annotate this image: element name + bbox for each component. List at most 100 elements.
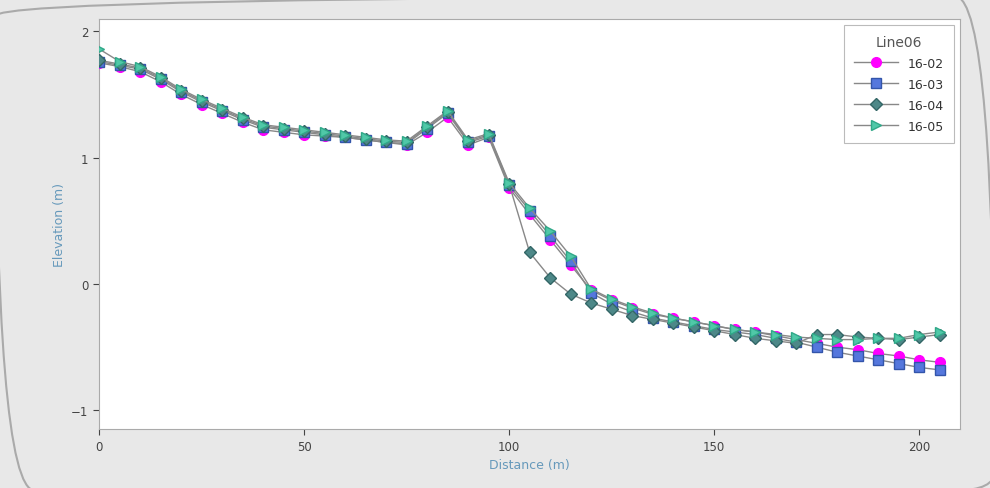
16-04 (851, 334, 863, 340)
Line: 16-02: 16-02 (94, 59, 944, 367)
16-04 (462, 139, 474, 145)
16-04 (790, 341, 802, 346)
Line: 16-04: 16-04 (95, 57, 943, 348)
16-03 (93, 60, 105, 65)
16-05 (688, 319, 700, 325)
16-03 (790, 340, 802, 346)
16-02 (237, 120, 248, 126)
16-04 (421, 125, 433, 131)
16-04 (93, 58, 105, 64)
16-03 (237, 118, 248, 123)
16-02 (93, 61, 105, 66)
16-05 (749, 329, 761, 335)
16-02 (421, 130, 433, 136)
16-05 (462, 138, 474, 143)
16-04 (442, 110, 453, 116)
16-05 (298, 127, 310, 133)
16-03 (564, 259, 576, 264)
Line: 16-05: 16-05 (94, 45, 944, 345)
16-03 (359, 138, 371, 143)
16-03 (154, 77, 166, 83)
16-02 (851, 347, 863, 353)
16-02 (319, 134, 331, 140)
16-05 (237, 115, 248, 121)
16-03 (319, 133, 331, 139)
16-05 (319, 130, 331, 136)
16-05 (442, 109, 453, 115)
16-04 (832, 332, 843, 338)
16-02 (442, 115, 453, 121)
X-axis label: Distance (m): Distance (m) (489, 458, 570, 471)
16-03 (646, 316, 658, 322)
16-02 (483, 135, 495, 141)
16-05 (359, 135, 371, 141)
16-04 (585, 301, 597, 306)
16-03 (914, 365, 926, 370)
16-05 (708, 323, 720, 329)
16-02 (627, 305, 639, 311)
16-05 (503, 181, 515, 186)
16-05 (544, 228, 556, 234)
16-03 (851, 353, 863, 359)
16-04 (544, 275, 556, 281)
16-02 (564, 263, 576, 268)
16-02 (688, 319, 700, 325)
16-02 (749, 329, 761, 335)
16-04 (564, 291, 576, 297)
16-05 (277, 125, 289, 131)
16-03 (503, 183, 515, 189)
16-04 (667, 321, 679, 326)
16-04 (196, 99, 208, 104)
16-03 (340, 135, 351, 141)
16-04 (708, 328, 720, 334)
16-03 (832, 349, 843, 355)
16-02 (585, 288, 597, 294)
16-02 (154, 80, 166, 85)
16-04 (216, 107, 228, 113)
16-04 (749, 336, 761, 342)
16-04 (340, 134, 351, 140)
16-04 (524, 250, 536, 256)
16-04 (319, 131, 331, 137)
16-03 (893, 361, 905, 367)
16-03 (442, 111, 453, 117)
16-04 (134, 66, 146, 72)
16-02 (216, 111, 228, 117)
Legend: 16-02, 16-03, 16-04, 16-05: 16-02, 16-03, 16-04, 16-05 (844, 26, 954, 144)
Line: 16-03: 16-03 (94, 58, 944, 375)
16-02 (790, 337, 802, 343)
16-02 (257, 127, 269, 133)
16-02 (893, 353, 905, 359)
16-05 (216, 106, 228, 112)
16-04 (298, 129, 310, 135)
16-03 (524, 208, 536, 214)
16-04 (483, 133, 495, 139)
16-03 (421, 126, 433, 132)
16-04 (237, 116, 248, 122)
16-05 (340, 133, 351, 139)
16-05 (646, 310, 658, 316)
16-05 (832, 337, 843, 343)
16-04 (688, 325, 700, 330)
16-05 (175, 87, 187, 93)
16-03 (196, 100, 208, 106)
16-03 (462, 140, 474, 146)
16-03 (872, 357, 884, 363)
16-03 (770, 336, 782, 342)
16-03 (277, 127, 289, 133)
16-02 (462, 142, 474, 148)
16-03 (627, 309, 639, 315)
16-02 (646, 312, 658, 318)
16-04 (729, 332, 741, 338)
16-04 (934, 332, 945, 338)
16-05 (524, 206, 536, 212)
16-03 (134, 67, 146, 73)
16-05 (401, 139, 413, 145)
16-02 (503, 185, 515, 191)
16-05 (154, 75, 166, 81)
16-03 (544, 234, 556, 240)
16-05 (564, 254, 576, 260)
16-03 (708, 327, 720, 333)
16-05 (811, 336, 823, 342)
16-02 (340, 135, 351, 141)
